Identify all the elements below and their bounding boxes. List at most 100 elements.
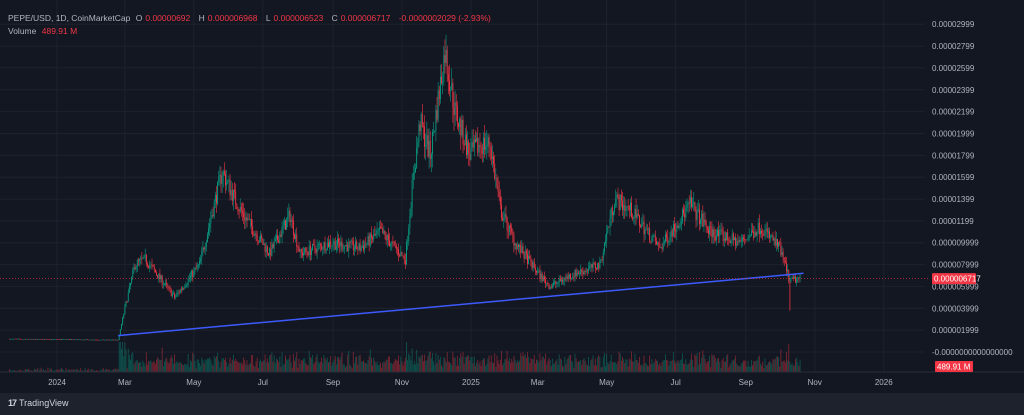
candle-body — [339, 243, 341, 247]
x-axis[interactable]: 2024 Mar May Jul Sep Nov 2025 Mar May Jul Sep Nov 20… — [0, 371, 1024, 393]
candle-body — [121, 324, 122, 330]
candle-body — [693, 202, 695, 205]
volume-bar — [671, 359, 673, 372]
volume-bar — [75, 369, 77, 372]
volume-bar — [425, 361, 427, 372]
candle-body — [71, 339, 73, 341]
volume-bar — [137, 362, 139, 372]
candle-body — [312, 243, 314, 251]
candle-body — [639, 215, 640, 226]
volume-bar — [162, 365, 164, 372]
volume-bar — [387, 356, 389, 372]
candle-body — [85, 339, 87, 341]
candle-body — [257, 240, 259, 242]
candle-body — [530, 258, 532, 263]
volume-bar — [220, 361, 222, 372]
candle-body — [352, 241, 354, 251]
tradingview-logo[interactable]: 17 TradingView — [8, 398, 69, 408]
candle-body — [632, 216, 634, 220]
candle-body — [409, 216, 411, 229]
candle-body — [712, 229, 714, 238]
volume-bar — [374, 360, 376, 372]
volume-bar — [346, 366, 347, 372]
candle-body — [784, 260, 786, 263]
volume-bar — [350, 366, 352, 372]
candle-body — [79, 339, 81, 341]
volume-bar — [394, 358, 396, 372]
volume-bar — [391, 362, 393, 372]
candle-body — [111, 339, 113, 341]
candle-body — [461, 119, 463, 136]
volume-bar — [419, 357, 421, 372]
y-tick-label: 0.00001999 — [932, 130, 975, 139]
candle-body — [342, 249, 344, 250]
volume-bar — [567, 357, 569, 372]
price-chart[interactable]: 0.00002999 0.00002799 0.00002599 0.00002399… — [0, 0, 1024, 393]
trendline[interactable] — [118, 272, 804, 337]
candle-body — [627, 206, 629, 207]
candle-body — [750, 230, 752, 236]
volume-bar — [663, 359, 665, 372]
volume-bar — [409, 355, 411, 372]
candle-body — [169, 287, 171, 290]
volume-bar — [327, 362, 329, 372]
volume-bar — [378, 364, 380, 372]
candle-body — [165, 282, 167, 285]
candle-body — [723, 238, 725, 242]
candle-body — [301, 252, 303, 256]
candle-body — [390, 244, 392, 247]
volume-bar — [712, 355, 714, 372]
candle-body — [197, 264, 199, 266]
candle-body — [554, 281, 556, 284]
candle-body — [102, 339, 104, 341]
volume-bar — [71, 369, 73, 372]
candle-body — [667, 237, 669, 243]
volume-bar — [330, 356, 332, 372]
volume-bar — [758, 355, 760, 372]
volume-bar — [729, 364, 731, 372]
candle-body — [737, 241, 739, 243]
candle-body — [49, 339, 51, 340]
candle-body — [790, 278, 792, 279]
y-axis[interactable]: 0.00002999 0.00002799 0.00002599 0.00002399… — [932, 20, 1013, 357]
candle-body — [124, 306, 126, 315]
x-tick-label: Mar — [531, 378, 545, 387]
volume-bar — [515, 362, 517, 372]
candle-body — [205, 242, 207, 247]
candles — [9, 34, 801, 341]
volume-bar — [727, 354, 729, 372]
volume-bar — [354, 363, 355, 372]
candle-body — [588, 268, 590, 272]
candle-body — [720, 229, 722, 231]
volume-bar — [161, 347, 163, 372]
candle-body — [424, 126, 426, 147]
candle-body — [369, 233, 371, 246]
volume-bar — [56, 369, 58, 372]
volume-bar — [441, 365, 442, 372]
candle-body — [318, 244, 320, 245]
x-tick-label: Sep — [326, 378, 341, 387]
volume-bar — [356, 356, 358, 372]
candle-body — [294, 234, 295, 239]
volume-bar — [670, 361, 672, 372]
y-tick-label: 0.00001799 — [932, 151, 975, 160]
volume-bar — [400, 356, 402, 372]
volume-bars — [9, 342, 801, 372]
volume-bar — [91, 369, 93, 372]
volume-bar — [741, 362, 743, 372]
candle-body — [738, 240, 740, 243]
volume-bar — [184, 363, 186, 372]
candle-body — [46, 339, 48, 340]
candle-body — [384, 230, 386, 235]
candle-body — [506, 217, 508, 231]
symbol-title[interactable]: PEPE/USD, 1D, CoinMarketCap — [8, 13, 131, 23]
volume-bar — [488, 355, 490, 372]
y-tick-label: 0.000001999 — [932, 326, 979, 335]
x-tick-label: Nov — [395, 378, 409, 387]
candle-body — [674, 224, 675, 231]
candle-body — [538, 270, 540, 272]
volume-bar — [318, 363, 320, 372]
candle-body — [263, 243, 265, 245]
candle-body — [116, 339, 118, 341]
candle-body — [168, 287, 170, 288]
